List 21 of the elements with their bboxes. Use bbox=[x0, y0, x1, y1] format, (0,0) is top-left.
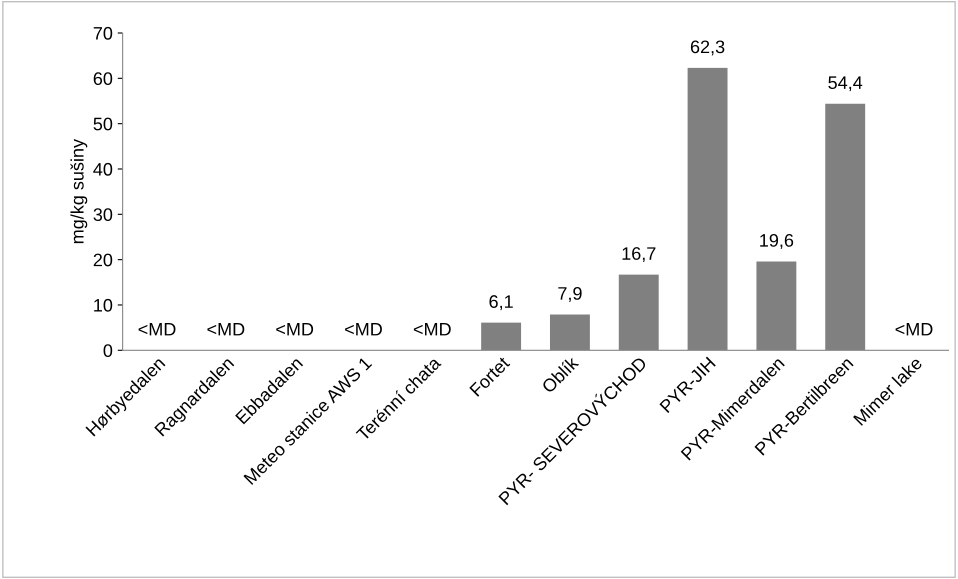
text: <MD bbox=[345, 323, 382, 336]
text: <MD bbox=[896, 323, 932, 336]
y-tick-label: 70 bbox=[94, 26, 112, 40]
data-label: 19,6 bbox=[760, 234, 794, 249]
y-tick-label: 40 bbox=[93, 162, 112, 176]
y-tick-label: 30 bbox=[94, 208, 112, 222]
text: <MD bbox=[414, 323, 451, 336]
text: <MD bbox=[276, 323, 314, 336]
y-tick-label: 60 bbox=[94, 72, 112, 86]
data-label: 16,7 bbox=[622, 247, 656, 262]
y-tick-label: 0 bbox=[104, 344, 112, 358]
y-tick-label: 10 bbox=[94, 298, 112, 312]
text: <MD bbox=[138, 323, 176, 336]
data-label: 54,4 bbox=[828, 76, 862, 92]
text: <MD bbox=[207, 323, 244, 336]
y-tick-label: 20 bbox=[94, 254, 112, 266]
data-label: 7,9 bbox=[558, 287, 582, 302]
y-tick-label: 50 bbox=[94, 118, 112, 130]
data-label: 62,3 bbox=[690, 40, 724, 56]
data-label: 6,1 bbox=[489, 295, 513, 310]
y-axis-title: mg/kg sušiny bbox=[70, 139, 88, 244]
